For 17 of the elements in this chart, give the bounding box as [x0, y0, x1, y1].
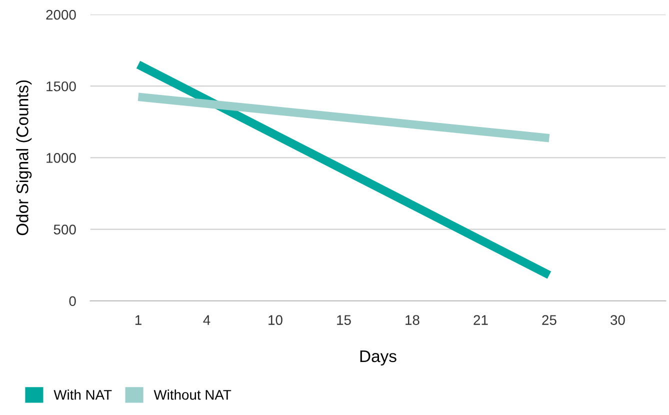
legend-label: With NAT [54, 390, 112, 400]
x-tick-label: 1 [135, 315, 142, 325]
y-tick-label: 1500 [46, 81, 76, 92]
x-tick-label: 30 [610, 315, 625, 325]
y-tick-label: 2000 [46, 10, 76, 20]
x-tick-label: 25 [542, 315, 556, 325]
x-tick-label: 21 [474, 315, 488, 325]
y-tick-label: 500 [54, 224, 76, 234]
x-tick-label: 10 [268, 315, 282, 325]
y-axis-title: Odor Signal (Counts) [16, 80, 32, 236]
y-tick-label: 0 [69, 296, 76, 306]
x-tick-label: 18 [406, 315, 420, 325]
x-tick-label: 4 [203, 315, 210, 325]
x-axis-title: Days [360, 350, 396, 366]
y-tick-label: 1000 [46, 153, 76, 163]
legend-label: Without NAT [154, 390, 232, 400]
x-tick-label: 15 [337, 315, 351, 325]
